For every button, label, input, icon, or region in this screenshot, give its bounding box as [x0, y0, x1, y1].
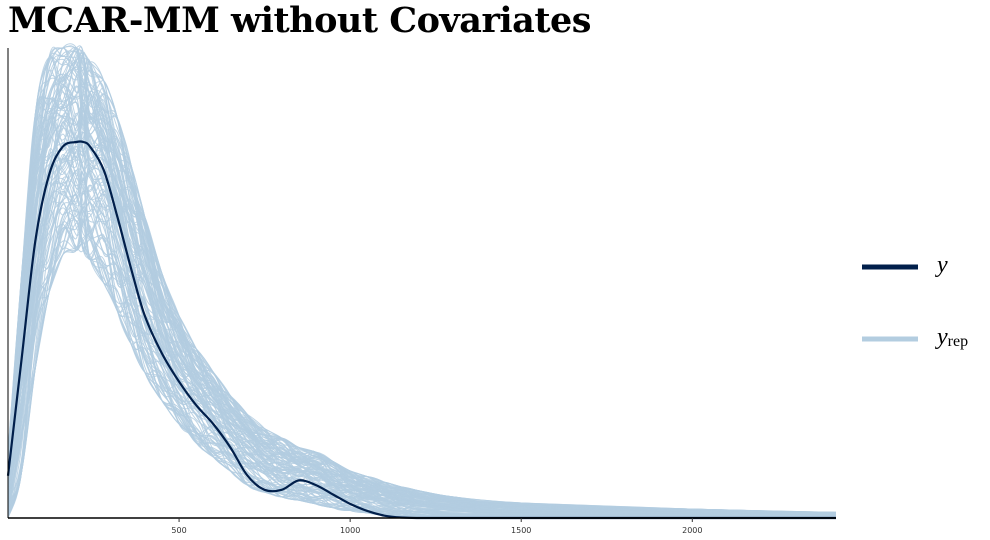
yrep-draw-line [7, 57, 837, 514]
x-tick-label: 2000 [682, 526, 702, 535]
yrep-draw-line [7, 202, 837, 519]
yrep-draw-line [7, 141, 837, 516]
yrep-draw-line [7, 145, 837, 516]
legend-label: y [935, 252, 948, 278]
yrep-draw-line [7, 45, 837, 515]
legend: y yrep [862, 252, 968, 350]
x-ticks: 500 1000 1500 2000 [171, 518, 702, 535]
yrep-density-lines [7, 43, 837, 519]
axes [7, 48, 836, 519]
yrep-draw-line [7, 146, 837, 516]
yrep-draw-line [7, 148, 837, 516]
x-tick-label: 500 [171, 526, 186, 535]
yrep-draw-line [7, 192, 837, 519]
x-tick-label: 1000 [340, 526, 360, 535]
yrep-draw-line [7, 50, 837, 514]
yrep-draw-line [7, 219, 837, 519]
chart-title: MCAR-MM without Covariates [8, 0, 592, 41]
yrep-draw-line [7, 108, 837, 515]
yrep-draw-line [7, 157, 837, 517]
x-tick-label: 1500 [511, 526, 531, 535]
yrep-draw-line [7, 56, 837, 514]
yrep-draw-line [7, 206, 837, 518]
yrep-draw-line [7, 115, 837, 516]
yrep-draw-line [7, 177, 837, 517]
legend-label: yrep [935, 324, 968, 350]
yrep-draw-line [7, 63, 837, 514]
yrep-draw-line [7, 76, 837, 516]
yrep-draw-line [7, 193, 837, 518]
